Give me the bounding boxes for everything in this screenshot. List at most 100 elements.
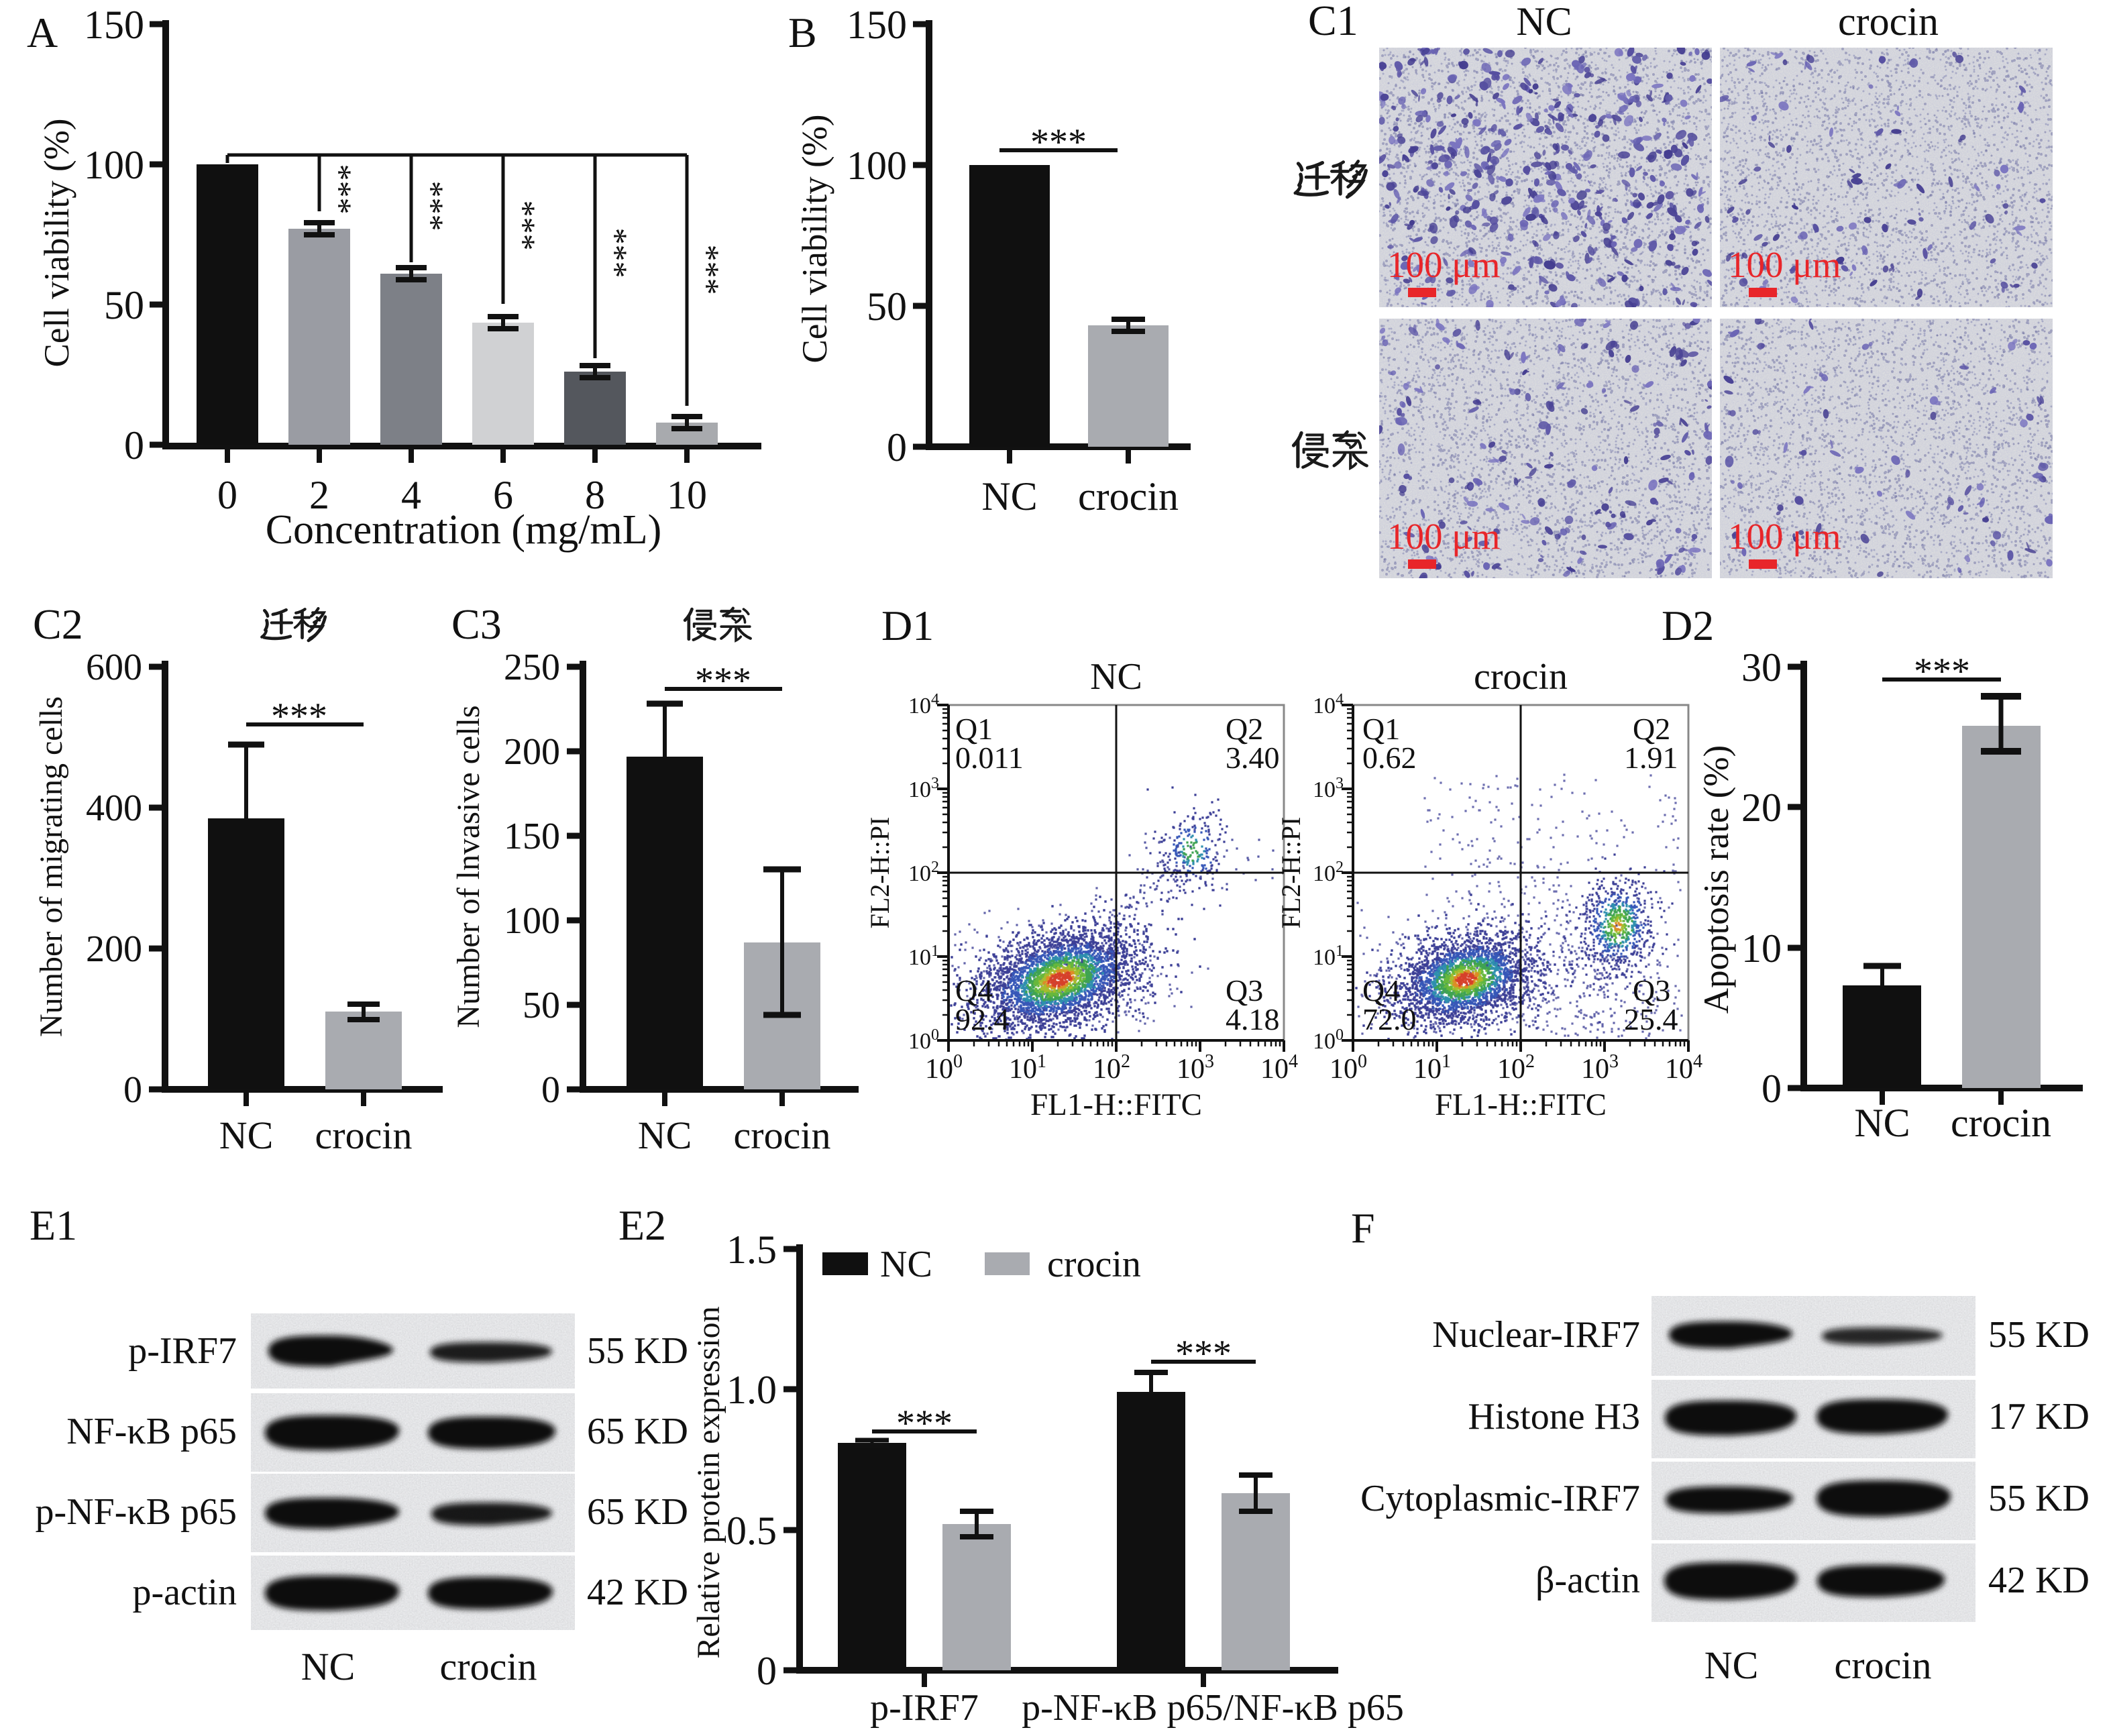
svg-text:D1: D1 [881,602,934,649]
svg-text:Cell viability (%): Cell viability (%) [796,115,834,364]
svg-text:100: 100 [504,900,560,942]
svg-text:NC: NC [1090,656,1142,698]
svg-text:crocin: crocin [1047,1244,1141,1285]
svg-text:4.18: 4.18 [1226,1002,1280,1036]
svg-text:F: F [1351,1204,1375,1252]
svg-text:FL2-H::PI: FL2-H::PI [1276,817,1306,929]
svg-text:Histone H3: Histone H3 [1468,1396,1640,1437]
svg-text:10: 10 [667,473,707,517]
svg-text:Number of lnvasive cells: Number of lnvasive cells [451,705,486,1028]
svg-text:1.91: 1.91 [1624,741,1678,775]
svg-text:3.40: 3.40 [1226,741,1280,775]
svg-text:***: *** [597,228,635,278]
svg-text:NC: NC [638,1114,692,1157]
svg-text:100 μm: 100 μm [1728,516,1841,557]
svg-text:50: 50 [523,985,560,1026]
svg-text:1.5: 1.5 [726,1228,777,1272]
svg-text:crocin: crocin [440,1645,537,1688]
svg-text:p-actin: p-actin [133,1572,237,1613]
svg-text:50: 50 [104,283,144,327]
svg-text:NC: NC [1516,0,1572,44]
svg-text:Number of migrating cells: Number of migrating cells [34,696,69,1037]
svg-text:10: 10 [1741,926,1782,971]
svg-text:400: 400 [86,788,142,829]
svg-text:100: 100 [84,143,144,187]
svg-text:Q4: Q4 [955,973,993,1008]
svg-text:0: 0 [757,1649,777,1693]
svg-text:β-actin: β-actin [1535,1560,1640,1601]
svg-text:NC: NC [981,474,1037,519]
svg-text:30: 30 [1741,645,1782,690]
svg-text:Q3: Q3 [1633,973,1670,1008]
svg-text:55 KD: 55 KD [1988,1478,2090,1519]
svg-text:Q1: Q1 [955,712,993,746]
svg-text:C1: C1 [1308,0,1358,44]
svg-text:FL1-H::FITC: FL1-H::FITC [1435,1087,1607,1122]
svg-text:2: 2 [309,473,329,517]
svg-text:B: B [788,9,817,56]
svg-text:crocin: crocin [1838,0,1939,44]
svg-text:1.0: 1.0 [726,1368,777,1412]
svg-text:0.62: 0.62 [1362,741,1417,775]
svg-text:Cell viability (%): Cell viability (%) [38,119,76,368]
svg-text:p-NF-κB p65: p-NF-κB p65 [36,1491,237,1533]
svg-text:92.4: 92.4 [955,1002,1010,1036]
svg-text:A: A [27,9,58,56]
svg-text:25.4: 25.4 [1624,1002,1678,1036]
svg-text:65 KD: 65 KD [587,1411,688,1452]
svg-text:NC: NC [1704,1643,1759,1687]
svg-text:150: 150 [84,3,144,47]
svg-text:17 KD: 17 KD [1988,1396,2090,1437]
svg-text:***: *** [413,181,451,231]
svg-text:Cytoplasmic-IRF7: Cytoplasmic-IRF7 [1360,1478,1640,1519]
svg-text:50: 50 [867,284,907,329]
svg-text:0: 0 [123,1069,142,1111]
svg-text:***: *** [1914,651,1970,692]
svg-text:Q2: Q2 [1226,712,1263,746]
svg-text:100 μm: 100 μm [1387,516,1501,557]
svg-text:102: 102 [1093,1051,1130,1085]
svg-text:Q3: Q3 [1226,973,1263,1008]
svg-text:55 KD: 55 KD [587,1330,688,1372]
svg-text:p-NF-κB p65/NF-κB p65: p-NF-κB p65/NF-κB p65 [1022,1687,1404,1729]
svg-text:4: 4 [401,473,421,517]
svg-text:FL2-H::PI: FL2-H::PI [865,817,895,929]
svg-text:E1: E1 [30,1201,77,1249]
svg-text:crocin: crocin [1078,474,1179,519]
svg-text:42 KD: 42 KD [587,1572,688,1613]
svg-text:600: 600 [86,647,142,688]
svg-text:20: 20 [1741,785,1782,830]
svg-text:200: 200 [86,928,142,970]
svg-text:D2: D2 [1662,602,1714,649]
svg-text:8: 8 [585,473,605,517]
svg-text:72.0: 72.0 [1362,1002,1417,1036]
svg-text:***: *** [695,660,751,702]
svg-text:0.5: 0.5 [726,1509,777,1553]
svg-text:0: 0 [887,425,907,470]
svg-text:crocin: crocin [1951,1101,2051,1145]
svg-text:100 μm: 100 μm [1387,244,1501,285]
svg-text:crocin: crocin [734,1114,831,1157]
svg-text:0: 0 [217,473,237,517]
svg-text:***: *** [271,696,327,737]
svg-text:0: 0 [541,1069,560,1111]
svg-text:Concentration (mg/mL): Concentration (mg/mL) [266,507,662,553]
svg-text:0: 0 [124,423,144,468]
svg-text:42 KD: 42 KD [1988,1560,2090,1601]
svg-text:***: *** [321,164,359,215]
svg-text:65 KD: 65 KD [587,1491,688,1533]
svg-text:NC: NC [301,1645,356,1688]
svg-text:***: *** [689,245,726,295]
svg-text:crocin: crocin [1835,1643,1932,1687]
svg-text:E2: E2 [618,1201,666,1249]
svg-text:NC: NC [219,1114,274,1157]
svg-text:Nuclear-IRF7: Nuclear-IRF7 [1432,1314,1640,1356]
svg-text:***: *** [1175,1333,1232,1374]
svg-text:250: 250 [504,647,560,688]
svg-text:crocin: crocin [1474,656,1568,698]
svg-text:100 μm: 100 μm [1728,244,1841,285]
svg-text:Q4: Q4 [1362,973,1400,1008]
svg-text:Q2: Q2 [1633,712,1670,746]
svg-text:p-IRF7: p-IRF7 [870,1687,979,1729]
svg-text:NC: NC [1854,1101,1910,1145]
